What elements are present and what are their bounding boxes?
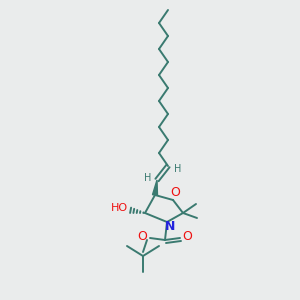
Text: N: N [165, 220, 175, 233]
Text: O: O [182, 230, 192, 242]
Text: O: O [170, 187, 180, 200]
Text: HO: HO [110, 203, 127, 213]
Text: H: H [174, 164, 182, 174]
Text: O: O [137, 230, 147, 242]
Text: H: H [144, 173, 152, 183]
Polygon shape [152, 180, 158, 195]
